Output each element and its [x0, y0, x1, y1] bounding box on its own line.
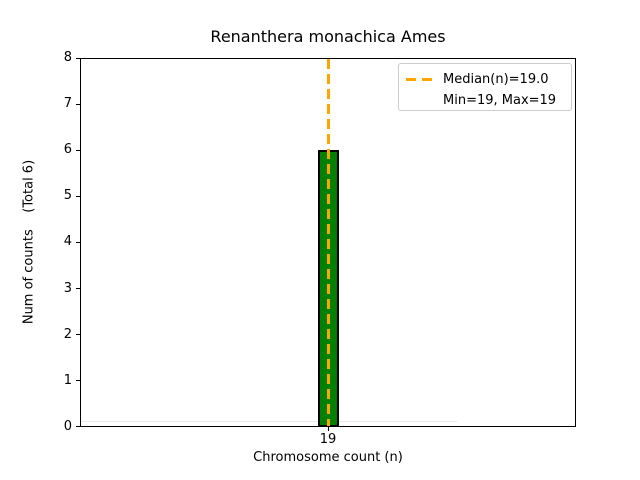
y-tick-label: 4 [63, 234, 72, 249]
legend: Median(n)=19.0 Min=19, Max=19 [398, 63, 572, 111]
x-tick-label: 19 [319, 432, 337, 447]
y-axis-label: Num of counts (Total 6) [21, 159, 37, 325]
y-tick-mark [76, 150, 80, 151]
y-tick-mark [76, 196, 80, 197]
legend-label-median: Median(n)=19.0 [443, 72, 549, 87]
x-tick-mark [328, 427, 329, 431]
y-tick-label: 5 [63, 188, 72, 203]
legend-entry-median: Median(n)=19.0 [406, 69, 563, 90]
y-tick-label: 7 [63, 96, 72, 111]
empty-handle-icon [406, 99, 434, 102]
median-line-icon [327, 59, 330, 426]
y-tick-mark [76, 426, 80, 427]
dashed-line-icon [406, 78, 434, 81]
y-tick-label: 0 [63, 419, 72, 434]
legend-entry-minmax: Min=19, Max=19 [406, 90, 563, 111]
y-tick-label: 3 [63, 281, 72, 296]
y-tick-mark [76, 334, 80, 335]
x-axis-label: Chromosome count (n) [253, 450, 403, 465]
y-tick-mark [76, 58, 80, 59]
y-tick-mark [76, 288, 80, 289]
y-tick-label: 1 [63, 373, 72, 388]
y-tick-label: 8 [63, 50, 72, 65]
y-tick-mark [76, 104, 80, 105]
y-tick-mark [76, 380, 80, 381]
y-tick-mark [76, 242, 80, 243]
y-tick-label: 2 [63, 327, 72, 342]
chart-title: Renanthera monachica Ames [210, 27, 446, 46]
legend-label-minmax: Min=19, Max=19 [443, 93, 557, 108]
y-tick-label: 6 [63, 142, 72, 157]
zero-height-bins-edge [81, 421, 457, 422]
